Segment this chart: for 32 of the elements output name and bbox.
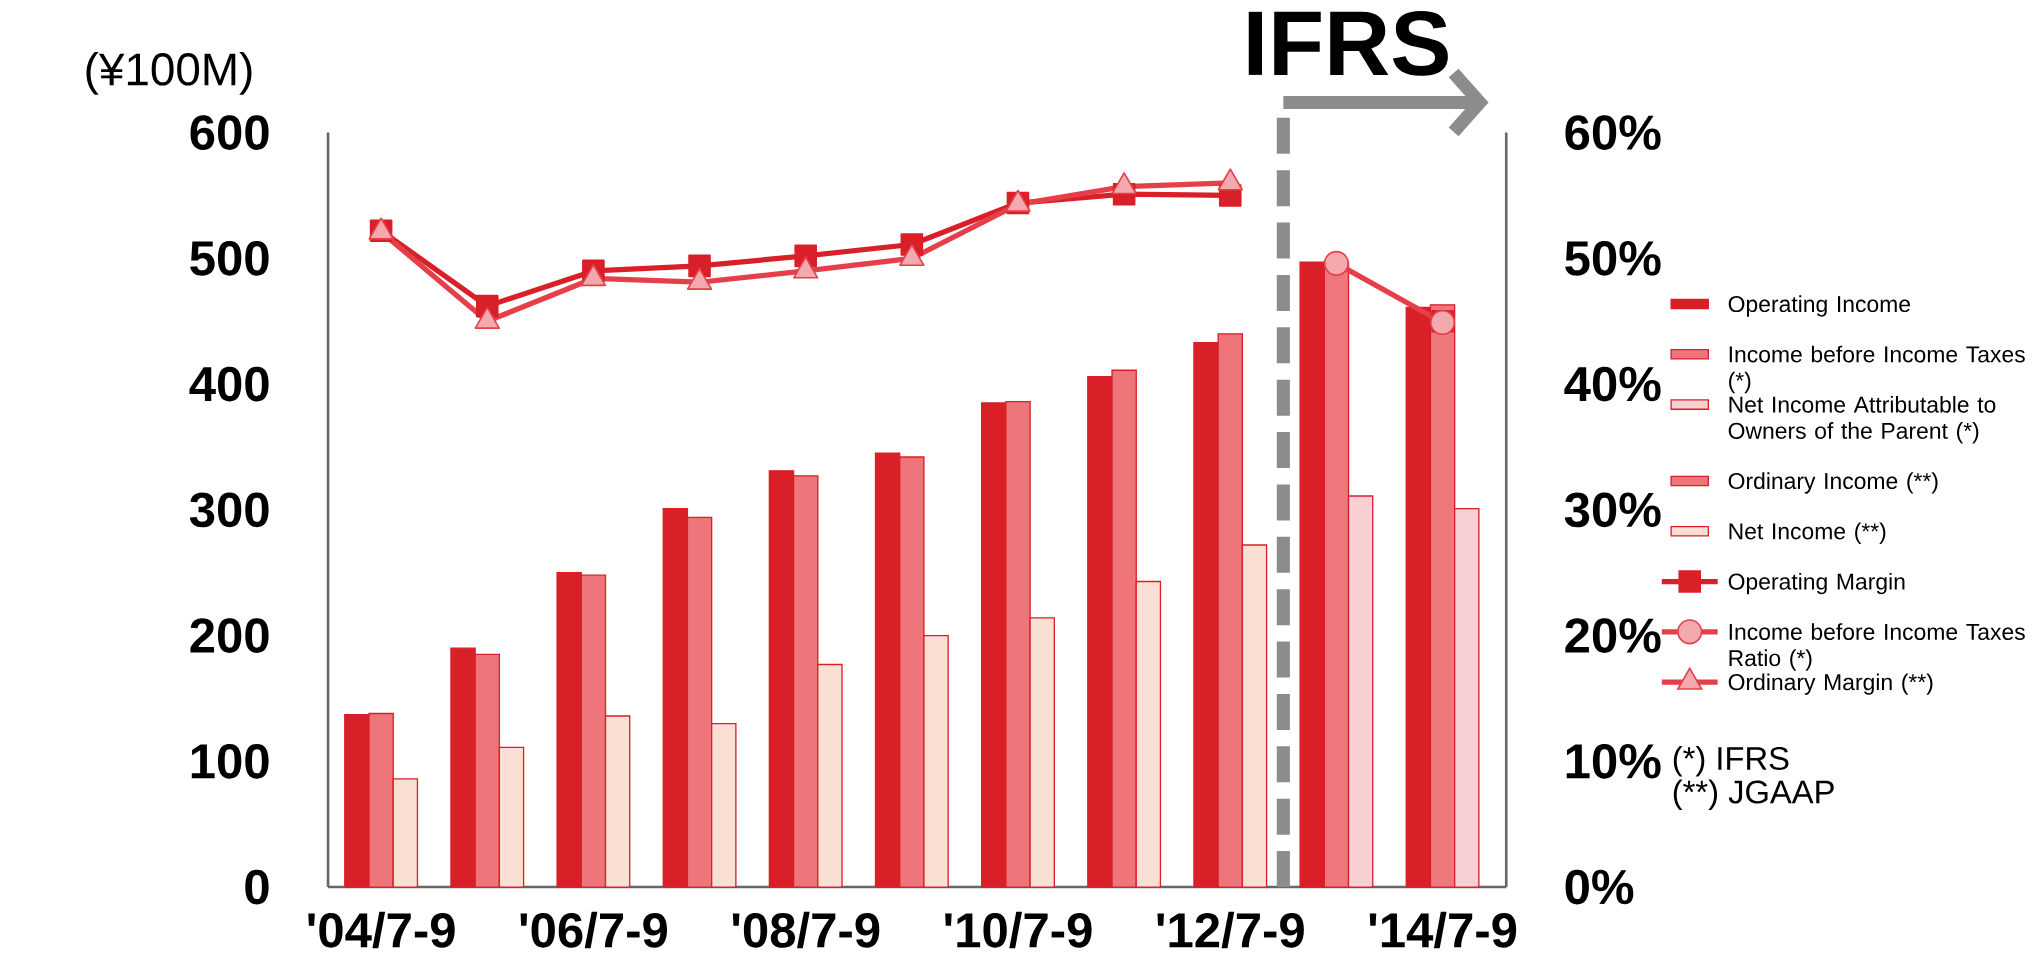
y-tick-label: 600	[190, 115, 269, 150]
text: (**) JGAAP	[1673, 779, 1834, 810]
x-tick-label: '04/7-9	[308, 911, 455, 949]
y2-tick-label: 60%	[1565, 115, 1661, 150]
x-tick-label: '08/7-9	[732, 911, 880, 949]
legend-label: Net Income Attributable to Owners of the Parent (*)	[1728, 395, 1996, 444]
legend-label: Ordinary Income (**)	[1728, 472, 1938, 494]
y2-tick-label: 40%	[1564, 366, 1661, 402]
text: (*) IFRS	[1673, 745, 1789, 777]
legend-label: Income before Income Taxes Ratio (*)	[1729, 623, 2025, 671]
legend-label: Operating Margin	[1728, 572, 1905, 595]
y-axis-title: (¥100M)	[86, 51, 252, 95]
x-tick-label: '10/7-9	[945, 911, 1092, 949]
y-tick-label: 100	[191, 743, 269, 779]
legend-label: Net Income (**)	[1729, 522, 1886, 544]
y-tick-label: 200	[190, 618, 269, 653]
x-tick-label: '06/7-9	[520, 911, 667, 949]
text: IFRS	[1248, 10, 1448, 76]
y2-tick-label: 10%	[1566, 743, 1661, 779]
legend-label: Income before Income Taxes (*)	[1729, 345, 2025, 394]
y-tick-label: 400	[189, 366, 269, 402]
x-tick-label: '12/7-9	[1157, 911, 1304, 949]
legend-label: Ordinary Margin (**)	[1728, 673, 1933, 695]
y2-tick-label: 30%	[1564, 492, 1661, 528]
y2-tick-label: 50%	[1565, 240, 1661, 276]
y2-tick-label: 0%	[1565, 869, 1634, 905]
y-tick-label: 0	[245, 869, 269, 905]
x-tick-label: '14/7-9	[1369, 911, 1517, 949]
y-tick-label: 500	[190, 240, 269, 276]
y2-tick-label: 20%	[1565, 618, 1661, 653]
y-tick-label: 300	[189, 492, 269, 528]
legend-label: Operating Income	[1728, 295, 1910, 317]
